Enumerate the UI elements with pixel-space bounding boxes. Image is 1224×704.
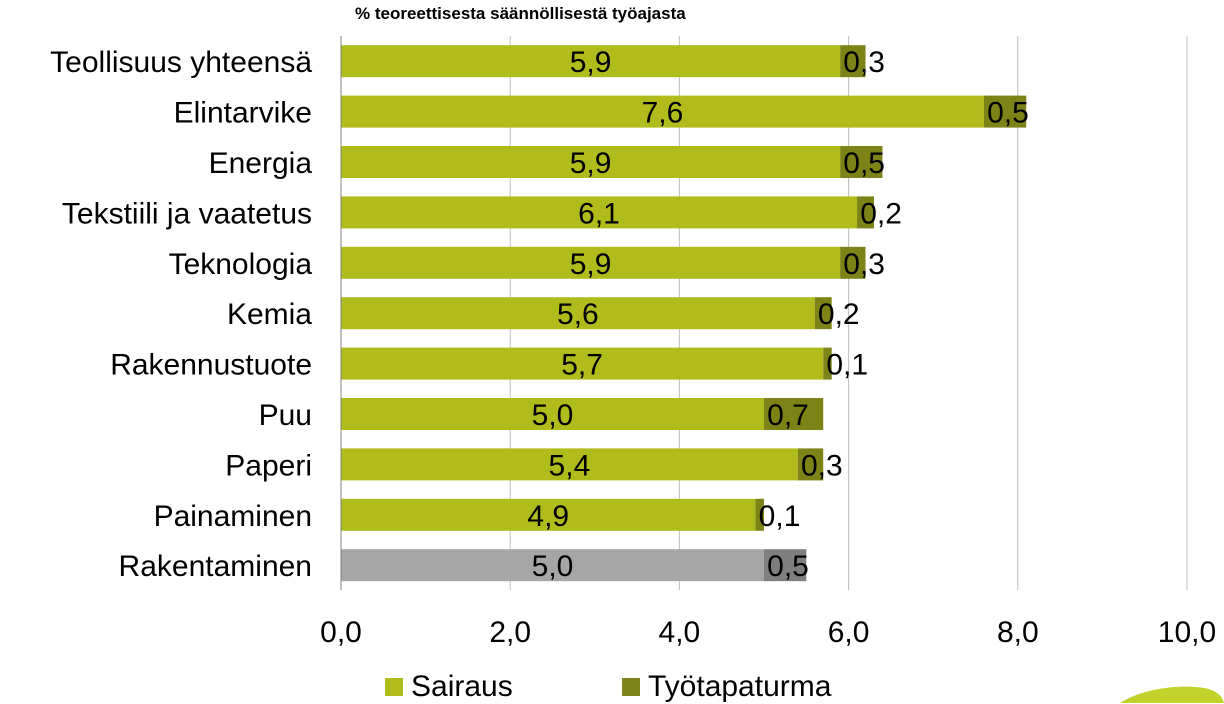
category-label: Elintarvike xyxy=(174,97,312,130)
x-tick-label: 6,0 xyxy=(828,616,870,649)
data-label-tyotapaturma: 0,2 xyxy=(860,197,902,230)
data-label-sairaus: 5,9 xyxy=(570,147,612,180)
bar-tyotapaturma xyxy=(797,448,824,481)
bar-tyotapaturma xyxy=(764,398,824,430)
chart-subtitle: % teoreettisesta säännöllisestä työajast… xyxy=(355,4,686,23)
bar-sairaus xyxy=(341,549,764,582)
bar-tyotapaturma xyxy=(840,45,866,78)
legend-swatch-sairaus xyxy=(385,678,403,696)
category-label: Teollisuus yhteensä xyxy=(50,46,312,79)
data-label-tyotapaturma: 0,7 xyxy=(767,399,809,432)
category-label: Kemia xyxy=(227,298,312,331)
data-label-sairaus: 5,0 xyxy=(532,399,574,432)
bar-sairaus xyxy=(341,498,756,531)
data-label-sairaus: 5,0 xyxy=(532,550,574,583)
category-label: Energia xyxy=(209,147,313,180)
category-label: Rakentaminen xyxy=(119,550,312,583)
category-label: Paperi xyxy=(225,449,312,482)
legend-swatch-tyotapaturma xyxy=(622,678,640,696)
bar-tyotapaturma xyxy=(840,146,883,178)
x-tick-label: 2,0 xyxy=(489,616,531,649)
bar-sairaus xyxy=(341,146,841,178)
data-label-tyotapaturma: 0,5 xyxy=(843,147,885,180)
data-label-tyotapaturma: 0,1 xyxy=(826,349,868,382)
data-label-sairaus: 5,4 xyxy=(549,449,591,482)
x-axis-tick-labels: 0,0 2,0 4,0 6,0 8,0 10,0 xyxy=(320,616,1216,649)
data-label-tyotapaturma: 0,1 xyxy=(759,500,801,533)
data-label-sairaus: 6,1 xyxy=(578,197,620,230)
data-label-tyotapaturma: 0,2 xyxy=(818,298,860,331)
bar-sairaus xyxy=(341,398,764,430)
x-tick-label: 10,0 xyxy=(1158,616,1216,649)
bar-sairaus xyxy=(341,196,858,229)
logo-shape xyxy=(1120,686,1224,703)
bars xyxy=(341,45,1027,582)
bar-tyotapaturma xyxy=(857,196,874,229)
data-label-sairaus: 5,7 xyxy=(561,349,603,382)
data-label-sairaus: 5,6 xyxy=(557,298,599,331)
legend-item-sairaus: Sairaus xyxy=(385,670,513,704)
x-tick-label: 4,0 xyxy=(659,616,701,649)
data-label-tyotapaturma: 0,5 xyxy=(987,97,1029,130)
data-label-tyotapaturma: 0,3 xyxy=(801,449,843,482)
data-label-tyotapaturma: 0,5 xyxy=(767,550,809,583)
data-label-sairaus: 7,6 xyxy=(642,97,684,130)
bar-sairaus xyxy=(341,297,815,330)
legend-item-tyotapaturma: Työtapaturma xyxy=(622,670,831,704)
data-label-sairaus: 5,9 xyxy=(570,248,612,281)
category-label: Painaminen xyxy=(154,500,312,533)
bar-tyotapaturma xyxy=(983,95,1027,128)
legend-label-sairaus: Sairaus xyxy=(411,670,513,703)
bar-tyotapaturma xyxy=(814,297,832,330)
data-label-sairaus: 4,9 xyxy=(527,500,569,533)
category-label: Teknologia xyxy=(169,248,313,281)
bar-sairaus xyxy=(341,246,841,279)
bar-sairaus xyxy=(341,347,824,380)
legend-label-tyotapaturma: Työtapaturma xyxy=(648,670,832,703)
category-label: Rakennustuote xyxy=(110,349,312,382)
data-label-tyotapaturma: 0,3 xyxy=(843,248,885,281)
bar-tyotapaturma xyxy=(755,498,764,531)
category-label: Tekstiili ja vaatetus xyxy=(62,197,312,230)
data-label-tyotapaturma: 0,3 xyxy=(843,46,885,79)
bar-sairaus xyxy=(341,448,798,481)
data-labels: 5,9 0,3 7,6 0,5 5,9 0,5 6,1 0,2 5,9 0,3 5,6 0,2 5,7 0… xyxy=(527,46,1028,583)
category-label: Puu xyxy=(259,399,312,432)
bar-tyotapaturma xyxy=(840,246,866,279)
bar-sairaus xyxy=(341,45,841,78)
bar-tyotapaturma xyxy=(764,549,807,582)
x-tick-label: 8,0 xyxy=(997,616,1039,649)
bar-sairaus xyxy=(341,95,984,128)
x-tick-label: 0,0 xyxy=(320,616,362,649)
bar-tyotapaturma xyxy=(823,347,832,380)
category-labels: Teollisuus yhteensä Elintarvike Energia Tek… xyxy=(50,46,312,583)
data-label-sairaus: 5,9 xyxy=(570,46,612,79)
